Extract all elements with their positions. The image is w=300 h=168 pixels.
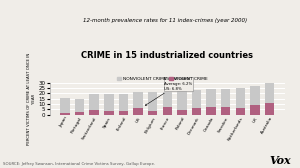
Bar <box>133 92 143 108</box>
Text: Vox: Vox <box>269 155 291 166</box>
Bar <box>221 107 230 115</box>
Bar <box>265 103 274 115</box>
Bar <box>89 110 99 115</box>
Bar <box>119 111 128 115</box>
Text: Violent crime
Average: 6.2%
US: 6.8%: Violent crime Average: 6.2% US: 6.8% <box>145 77 193 105</box>
Bar <box>75 99 84 112</box>
Bar <box>60 98 70 113</box>
Text: 12-month prevalence rates for 11 index-crimes (year 2000): 12-month prevalence rates for 11 index-c… <box>83 18 247 23</box>
Bar <box>89 94 99 110</box>
Bar <box>177 90 187 110</box>
Bar <box>206 89 216 107</box>
Bar <box>104 111 114 115</box>
Bar <box>163 92 172 107</box>
Bar <box>104 94 114 111</box>
Bar <box>250 87 260 104</box>
Bar <box>206 107 216 115</box>
Bar <box>250 104 260 115</box>
Bar <box>236 108 245 115</box>
Bar <box>60 113 70 115</box>
Bar <box>148 92 158 111</box>
Bar <box>163 107 172 115</box>
Title: CRIME in 15 industrialized countries: CRIME in 15 industrialized countries <box>81 51 253 60</box>
Legend: NONVIOLENT CRIME, VIOLENT CRIME: NONVIOLENT CRIME, VIOLENT CRIME <box>116 75 210 82</box>
Bar <box>133 108 143 115</box>
Bar <box>148 111 158 115</box>
Bar <box>192 108 201 115</box>
Bar <box>221 89 230 107</box>
Bar <box>119 94 128 111</box>
Text: SOURCE: Jeffrey Swanson, International Crime Victims Survey, Gallup Europe.: SOURCE: Jeffrey Swanson, International C… <box>3 162 155 166</box>
Bar <box>177 110 187 115</box>
Bar <box>236 88 245 108</box>
Bar <box>75 112 84 115</box>
Y-axis label: PERCENT VICTIMS OF CRIME AT LEAST ONCE IN
YEAR: PERCENT VICTIMS OF CRIME AT LEAST ONCE I… <box>27 53 36 145</box>
Bar <box>265 83 274 103</box>
Bar <box>192 90 201 108</box>
